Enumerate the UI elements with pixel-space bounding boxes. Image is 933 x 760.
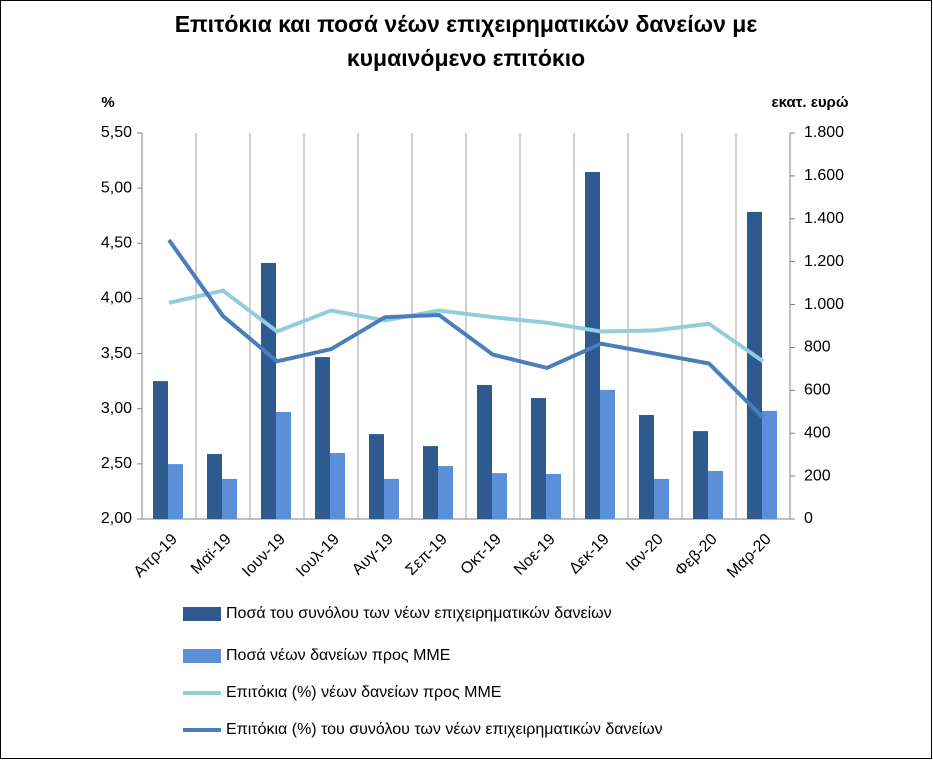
y-tick-label: 4,00 — [101, 290, 132, 307]
line — [168, 288, 765, 363]
chart-title: κυμαινόμενο επιτόκιο — [347, 45, 585, 71]
bar — [315, 357, 330, 519]
bar — [153, 381, 168, 519]
bar — [222, 478, 237, 519]
legend-label: Ποσά του συνόλου των νέων επιχειρηματικώ… — [226, 605, 612, 622]
legend-label: Επιτόκια (%) νέων δανείων προς ΜΜΕ — [226, 684, 501, 701]
y-tick-label: 4,50 — [101, 235, 132, 252]
bar — [477, 384, 492, 519]
legend-label: Επιτόκια (%) του συνόλου των νέων επιχει… — [226, 721, 663, 738]
y2-axis-label: εκατ. ευρώ — [771, 94, 848, 111]
bar — [492, 473, 507, 519]
y2-tick-label: 400 — [804, 424, 831, 441]
bar — [369, 434, 384, 519]
bar — [708, 470, 723, 519]
y-axis-label: % — [101, 94, 114, 111]
y2-tick-label: 1.200 — [804, 253, 844, 270]
y2-tick-label: 200 — [804, 467, 831, 484]
bar — [276, 411, 291, 519]
bar — [384, 478, 399, 519]
bar — [438, 466, 453, 519]
legend-swatch — [183, 607, 221, 621]
chart-title: Επιτόκια και ποσά νέων επιχειρηματικών δ… — [175, 11, 758, 37]
y-tick-label: 5,50 — [101, 124, 132, 141]
bar — [423, 446, 438, 519]
y2-tick-label: 0 — [804, 510, 813, 527]
line — [167, 238, 765, 419]
y2-tick-label: 800 — [804, 339, 831, 356]
legend-label: Ποσά νέων δανείων προς ΜΜΕ — [226, 647, 450, 664]
legend-swatch — [183, 649, 221, 663]
y2-tick-label: 600 — [804, 382, 831, 399]
y-tick-label: 3,00 — [101, 400, 132, 417]
bar — [207, 454, 222, 519]
y2-tick-label: 1.800 — [804, 124, 844, 141]
y-tick-label: 3,50 — [101, 345, 132, 362]
y2-tick-label: 1.000 — [804, 296, 844, 313]
bar — [531, 398, 546, 519]
bar — [600, 389, 615, 519]
bar — [639, 414, 654, 519]
y2-tick-label: 1.400 — [804, 210, 844, 227]
bar — [546, 473, 561, 519]
y-tick-label: 2,00 — [101, 510, 132, 527]
bar — [747, 211, 762, 519]
bar — [261, 262, 276, 519]
bar — [654, 478, 669, 519]
y2-tick-label: 1.600 — [804, 167, 844, 184]
y-tick-label: 2,50 — [101, 455, 132, 472]
bar — [762, 410, 777, 519]
bar — [693, 431, 708, 519]
bar — [330, 452, 345, 519]
bar — [168, 464, 183, 519]
y-tick-label: 5,00 — [101, 179, 132, 196]
